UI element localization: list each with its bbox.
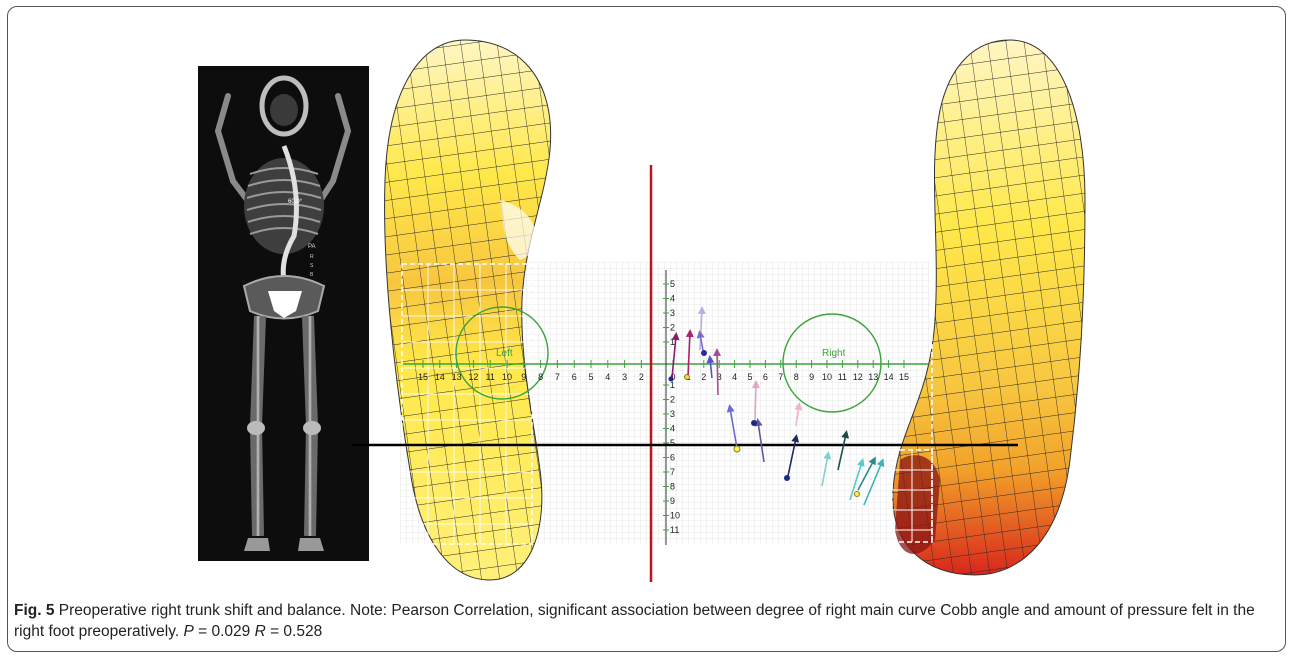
x-tick-right-9: 9 bbox=[809, 372, 814, 382]
right-foot-pressure-map bbox=[892, 39, 1086, 576]
arrow-15 bbox=[857, 456, 876, 491]
x-tick-right-8: 8 bbox=[794, 372, 799, 382]
left-selection-box bbox=[401, 263, 533, 545]
arrow-1 bbox=[671, 332, 680, 379]
x-tick-right-10: 10 bbox=[822, 372, 832, 382]
x-tick-right-7: 7 bbox=[778, 372, 783, 382]
arrow-3 bbox=[697, 306, 706, 351]
xray-marker: PA bbox=[308, 244, 316, 250]
x-tick-left-4: 4 bbox=[605, 372, 610, 382]
x-tick-left-6: 6 bbox=[572, 372, 577, 382]
y-tick-down-10: 10 bbox=[670, 511, 680, 521]
arrow-12 bbox=[821, 451, 832, 487]
y-tick-up-3: 3 bbox=[670, 308, 675, 318]
y-tick-down-8: 8 bbox=[670, 482, 675, 492]
y-tick-down-7: 7 bbox=[670, 467, 675, 477]
x-tick-left-9: 9 bbox=[521, 372, 526, 382]
x-tick-left-11: 11 bbox=[486, 372, 495, 382]
y-tick-down-6: 6 bbox=[670, 453, 675, 463]
right-label: Right bbox=[822, 348, 846, 359]
y-tick-up-5: 5 bbox=[670, 279, 675, 289]
caption-label: Fig. 5 bbox=[14, 602, 55, 619]
left-label: Left bbox=[496, 348, 513, 359]
xray-angle-label: 60.0° bbox=[288, 199, 303, 205]
xray-side-mark-2: S bbox=[310, 263, 314, 269]
y-tick-down-5: 5 bbox=[670, 438, 675, 448]
arrow-7 bbox=[726, 404, 738, 449]
y-tick-down-2: 2 bbox=[670, 395, 675, 405]
y-tick-down-3: 3 bbox=[670, 409, 675, 419]
x-tick-left-12: 12 bbox=[468, 372, 478, 382]
arrow-6 bbox=[713, 348, 722, 396]
x-ticks-right: 0123456789101112131415 bbox=[670, 360, 909, 382]
x-tick-left-8: 8 bbox=[538, 372, 543, 382]
xray-side-mark-1: R bbox=[310, 254, 314, 260]
x-tick-right-2: 2 bbox=[701, 372, 706, 382]
x-tick-right-5: 5 bbox=[747, 372, 752, 382]
x-tick-left-5: 5 bbox=[588, 372, 593, 382]
xray-side-mark-3: B bbox=[310, 272, 314, 278]
caption-text: Preoperative right trunk shift and balan… bbox=[14, 602, 1255, 640]
x-tick-right-15: 15 bbox=[899, 372, 909, 382]
shift-arrows bbox=[671, 306, 885, 506]
x-tick-right-13: 13 bbox=[868, 372, 878, 382]
figure-caption: Fig. 5 Preoperative right trunk shift an… bbox=[14, 600, 1264, 642]
arrow-10 bbox=[787, 434, 800, 477]
caption-r-value: = 0.528 bbox=[265, 623, 323, 640]
x-tick-left-13: 13 bbox=[452, 372, 462, 382]
x-tick-right-0: 0 bbox=[670, 372, 675, 382]
x-tick-left-10: 10 bbox=[502, 372, 512, 382]
y-tick-down-1: 1 bbox=[670, 380, 675, 390]
arrow-2 bbox=[685, 329, 694, 377]
y-tick-down-11: 11 bbox=[670, 525, 679, 535]
right-balance-circle bbox=[782, 313, 882, 413]
caption-r-symbol: R bbox=[254, 623, 266, 640]
x-tick-right-6: 6 bbox=[763, 372, 768, 382]
y-tick-down-9: 9 bbox=[670, 496, 675, 506]
xray-image: 60.0° PA R S B bbox=[198, 66, 369, 561]
left-balance-circle bbox=[455, 306, 549, 400]
y-tick-up-2: 2 bbox=[670, 323, 675, 333]
x-tick-right-4: 4 bbox=[732, 372, 737, 382]
x-tick-left-7: 7 bbox=[555, 372, 560, 382]
x-tick-left-3: 3 bbox=[622, 372, 627, 382]
arrow-8 bbox=[751, 380, 760, 423]
x-tick-left-14: 14 bbox=[435, 372, 445, 382]
arrow-9 bbox=[754, 418, 765, 463]
arrow-13 bbox=[837, 430, 850, 471]
caption-p-symbol: P bbox=[183, 623, 194, 640]
shift-points bbox=[668, 350, 860, 497]
arrow-14 bbox=[849, 458, 865, 501]
arrow-11 bbox=[794, 402, 803, 427]
x-tick-right-3: 3 bbox=[717, 372, 722, 382]
x-tick-left-2: 2 bbox=[639, 372, 644, 382]
caption-p-value: = 0.029 bbox=[193, 623, 255, 640]
arrow-5 bbox=[706, 355, 715, 379]
y-tick-down-4: 4 bbox=[670, 424, 675, 434]
x-tick-right-14: 14 bbox=[884, 372, 894, 382]
y-tick-up-4: 4 bbox=[670, 294, 675, 304]
x-ticks-left: 15 14 13 12 11 10 9 8 7 6 5 4 3 2 bbox=[418, 360, 644, 382]
x-tick-right-11: 11 bbox=[838, 372, 847, 382]
arrow-16 bbox=[863, 458, 885, 506]
x-tick-right-12: 12 bbox=[853, 372, 863, 382]
x-tick-left-15: 15 bbox=[418, 372, 428, 382]
y-tick-up-1: 1 bbox=[670, 337, 675, 347]
